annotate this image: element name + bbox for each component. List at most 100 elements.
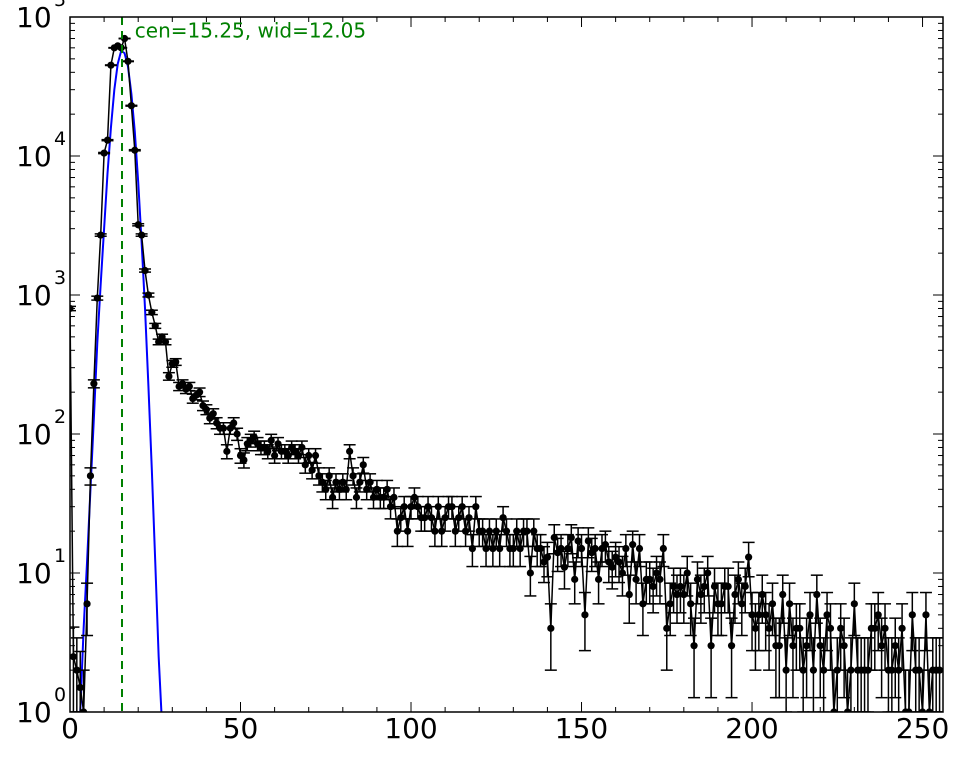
point-marker bbox=[755, 611, 763, 619]
data-point bbox=[541, 541, 554, 578]
point-marker bbox=[625, 590, 633, 599]
data-point bbox=[872, 591, 885, 652]
point-marker bbox=[332, 478, 340, 486]
data-point bbox=[162, 371, 175, 381]
point-marker bbox=[673, 590, 681, 599]
y-tick-label-base: 10 bbox=[16, 557, 52, 590]
point-marker bbox=[274, 440, 282, 448]
data-point bbox=[722, 567, 735, 614]
data-point bbox=[237, 452, 250, 469]
point-marker bbox=[741, 582, 749, 591]
data-point bbox=[74, 650, 87, 712]
point-marker bbox=[195, 388, 204, 396]
point-marker bbox=[891, 642, 899, 650]
point-marker bbox=[513, 527, 521, 535]
point-marker bbox=[339, 478, 347, 486]
data-point bbox=[766, 582, 779, 637]
point-marker bbox=[499, 514, 507, 522]
point-marker bbox=[76, 683, 84, 692]
data-point bbox=[121, 57, 134, 65]
y-tick-label-exponent: 2 bbox=[54, 406, 66, 428]
point-marker bbox=[264, 447, 272, 455]
point-marker bbox=[710, 582, 719, 591]
point-marker bbox=[70, 653, 78, 661]
y-tick-label-exponent: 4 bbox=[54, 128, 66, 150]
point-marker bbox=[298, 443, 306, 452]
point-marker bbox=[335, 485, 344, 493]
point-marker bbox=[837, 624, 845, 632]
point-marker bbox=[704, 569, 712, 577]
point-marker bbox=[523, 527, 531, 535]
point-marker bbox=[397, 514, 405, 522]
data-point bbox=[91, 294, 104, 302]
data-point bbox=[125, 102, 138, 110]
data-point bbox=[664, 582, 677, 637]
point-marker bbox=[888, 666, 896, 674]
data-point bbox=[633, 533, 646, 568]
point-marker bbox=[342, 485, 350, 493]
y-tick-label-base: 10 bbox=[16, 1, 52, 34]
data-point bbox=[705, 617, 718, 699]
data-point bbox=[343, 444, 356, 460]
data-point bbox=[919, 591, 932, 652]
point-marker bbox=[305, 451, 313, 460]
point-marker bbox=[680, 590, 688, 599]
data-point bbox=[885, 637, 898, 712]
point-marker bbox=[840, 642, 848, 650]
point-marker bbox=[765, 624, 773, 632]
data-point bbox=[183, 381, 196, 392]
point-marker bbox=[73, 666, 81, 674]
point-marker bbox=[731, 590, 739, 599]
point-marker bbox=[649, 582, 657, 591]
data-point bbox=[476, 518, 489, 548]
point-marker bbox=[502, 527, 511, 535]
point-marker bbox=[646, 575, 654, 583]
data-point bbox=[742, 541, 755, 578]
point-marker bbox=[717, 600, 725, 608]
data-point bbox=[575, 533, 588, 568]
point-marker bbox=[727, 642, 736, 650]
point-marker bbox=[124, 57, 132, 65]
point-marker bbox=[233, 430, 241, 438]
point-marker bbox=[434, 503, 442, 511]
point-marker bbox=[874, 611, 882, 619]
data-point bbox=[701, 555, 714, 597]
point-marker bbox=[479, 527, 487, 535]
data-point bbox=[142, 291, 155, 299]
data-point bbox=[524, 555, 537, 597]
data-point bbox=[844, 637, 857, 712]
point-marker bbox=[373, 485, 381, 493]
point-marker bbox=[925, 708, 933, 712]
point-marker bbox=[404, 527, 412, 535]
data-point bbox=[592, 561, 605, 605]
point-marker bbox=[134, 221, 142, 229]
data-point bbox=[387, 487, 400, 510]
point-marker bbox=[816, 642, 824, 650]
point-marker bbox=[458, 503, 466, 511]
point-marker bbox=[267, 436, 275, 444]
data-point bbox=[698, 567, 711, 614]
data-point bbox=[875, 617, 888, 699]
point-marker bbox=[574, 537, 582, 545]
data-point bbox=[565, 523, 578, 555]
point-marker bbox=[138, 231, 146, 239]
data-point bbox=[804, 591, 817, 652]
point-marker bbox=[683, 569, 691, 577]
point-marker bbox=[127, 102, 135, 110]
data-point bbox=[677, 574, 690, 624]
point-marker bbox=[738, 600, 746, 608]
data-point bbox=[149, 322, 162, 330]
point-marker bbox=[86, 472, 95, 480]
point-marker bbox=[172, 358, 180, 366]
data-point bbox=[848, 582, 861, 637]
point-marker bbox=[922, 611, 930, 619]
data-point bbox=[77, 669, 90, 712]
point-marker bbox=[427, 514, 436, 522]
data-point bbox=[159, 338, 172, 346]
point-marker bbox=[779, 590, 787, 599]
point-marker bbox=[594, 575, 603, 583]
point-marker bbox=[656, 575, 664, 583]
point-marker bbox=[410, 493, 419, 501]
x-tick-label: 100 bbox=[384, 712, 437, 745]
point-marker bbox=[492, 527, 500, 535]
